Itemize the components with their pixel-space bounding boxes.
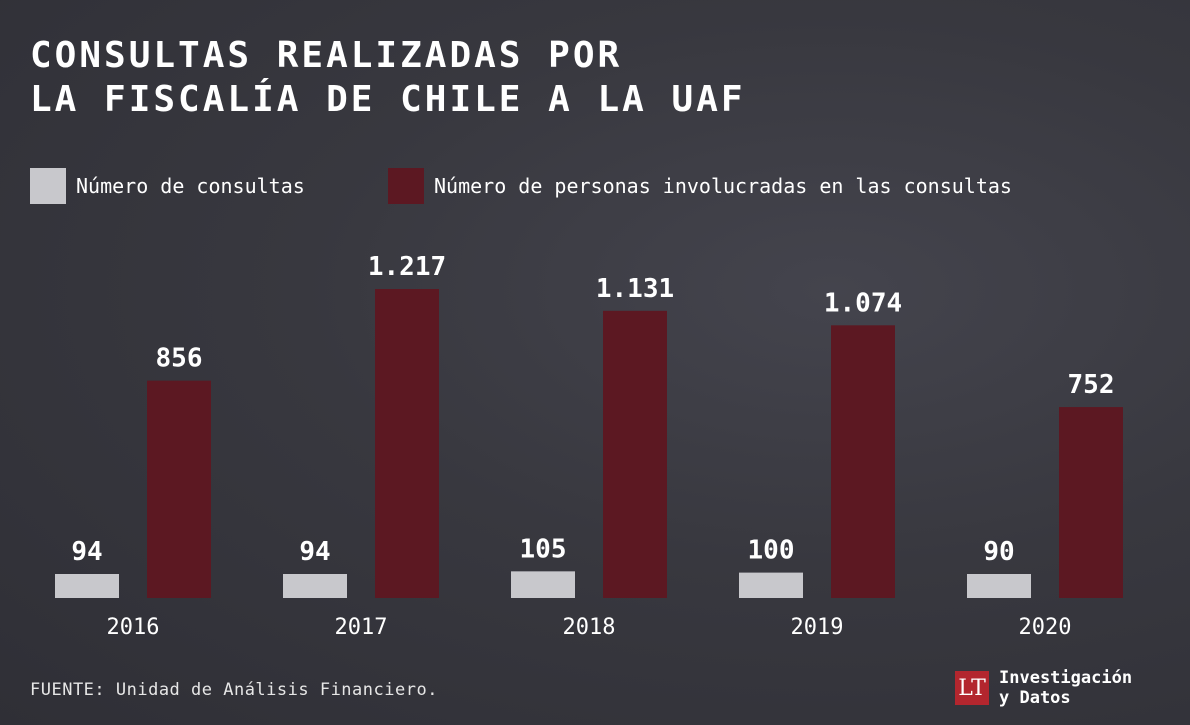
legend-swatch-consultas (30, 168, 66, 204)
x-tick-label-2020: 2020 (1019, 615, 1072, 640)
bar-personas-2017 (375, 289, 439, 598)
bar-consultas-2019 (739, 572, 803, 598)
legend-item-consultas: Número de consultas (30, 168, 305, 204)
bar-personas-2016 (147, 380, 211, 598)
legend-label-personas: Número de personas involucradas en las c… (434, 174, 1012, 198)
bar-personas-2018 (603, 310, 667, 598)
brand-line-1: Investigación (999, 668, 1133, 688)
legend-swatch-personas (388, 168, 424, 204)
bar-personas-2020 (1059, 407, 1123, 598)
data-label-consultas-2016: 94 (71, 537, 102, 567)
x-tick-label-2017: 2017 (335, 615, 388, 640)
brand-name: Investigación y Datos (999, 668, 1132, 708)
source-note: FUENTE: Unidad de Análisis Financiero. (30, 680, 438, 700)
data-label-personas-2018: 1.131 (596, 274, 674, 304)
data-label-personas-2017: 1.217 (368, 252, 446, 282)
data-label-consultas-2018: 105 (520, 534, 567, 564)
chart-title-line-2: LA FISCALÍA DE CHILE A LA UAF (30, 79, 746, 120)
brand-line-2: y Datos (999, 688, 1071, 708)
brand-logo: LT (955, 671, 989, 705)
x-tick-label-2019: 2019 (791, 615, 844, 640)
bar-consultas-2017 (283, 574, 347, 598)
data-label-personas-2016: 856 (156, 344, 203, 374)
data-label-personas-2019: 1.074 (824, 288, 902, 318)
data-label-consultas-2017: 94 (299, 537, 330, 567)
legend-item-personas: Número de personas involucradas en las c… (388, 168, 1012, 204)
bar-consultas-2020 (967, 574, 1031, 598)
legend-label-consultas: Número de consultas (76, 174, 305, 198)
data-label-personas-2020: 752 (1068, 370, 1115, 400)
data-label-consultas-2020: 90 (983, 537, 1014, 567)
bar-personas-2019 (831, 325, 895, 598)
x-tick-label-2018: 2018 (563, 615, 616, 640)
data-label-consultas-2019: 100 (748, 536, 795, 566)
chart-title: CONSULTAS REALIZADAS POR LA FISCALÍA DE … (30, 34, 746, 122)
x-tick-label-2016: 2016 (107, 615, 160, 640)
chart-title-line-1: CONSULTAS REALIZADAS POR (30, 35, 623, 76)
bar-consultas-2018 (511, 571, 575, 598)
brand: LT Investigación y Datos (955, 668, 1132, 708)
bar-consultas-2016 (55, 574, 119, 598)
